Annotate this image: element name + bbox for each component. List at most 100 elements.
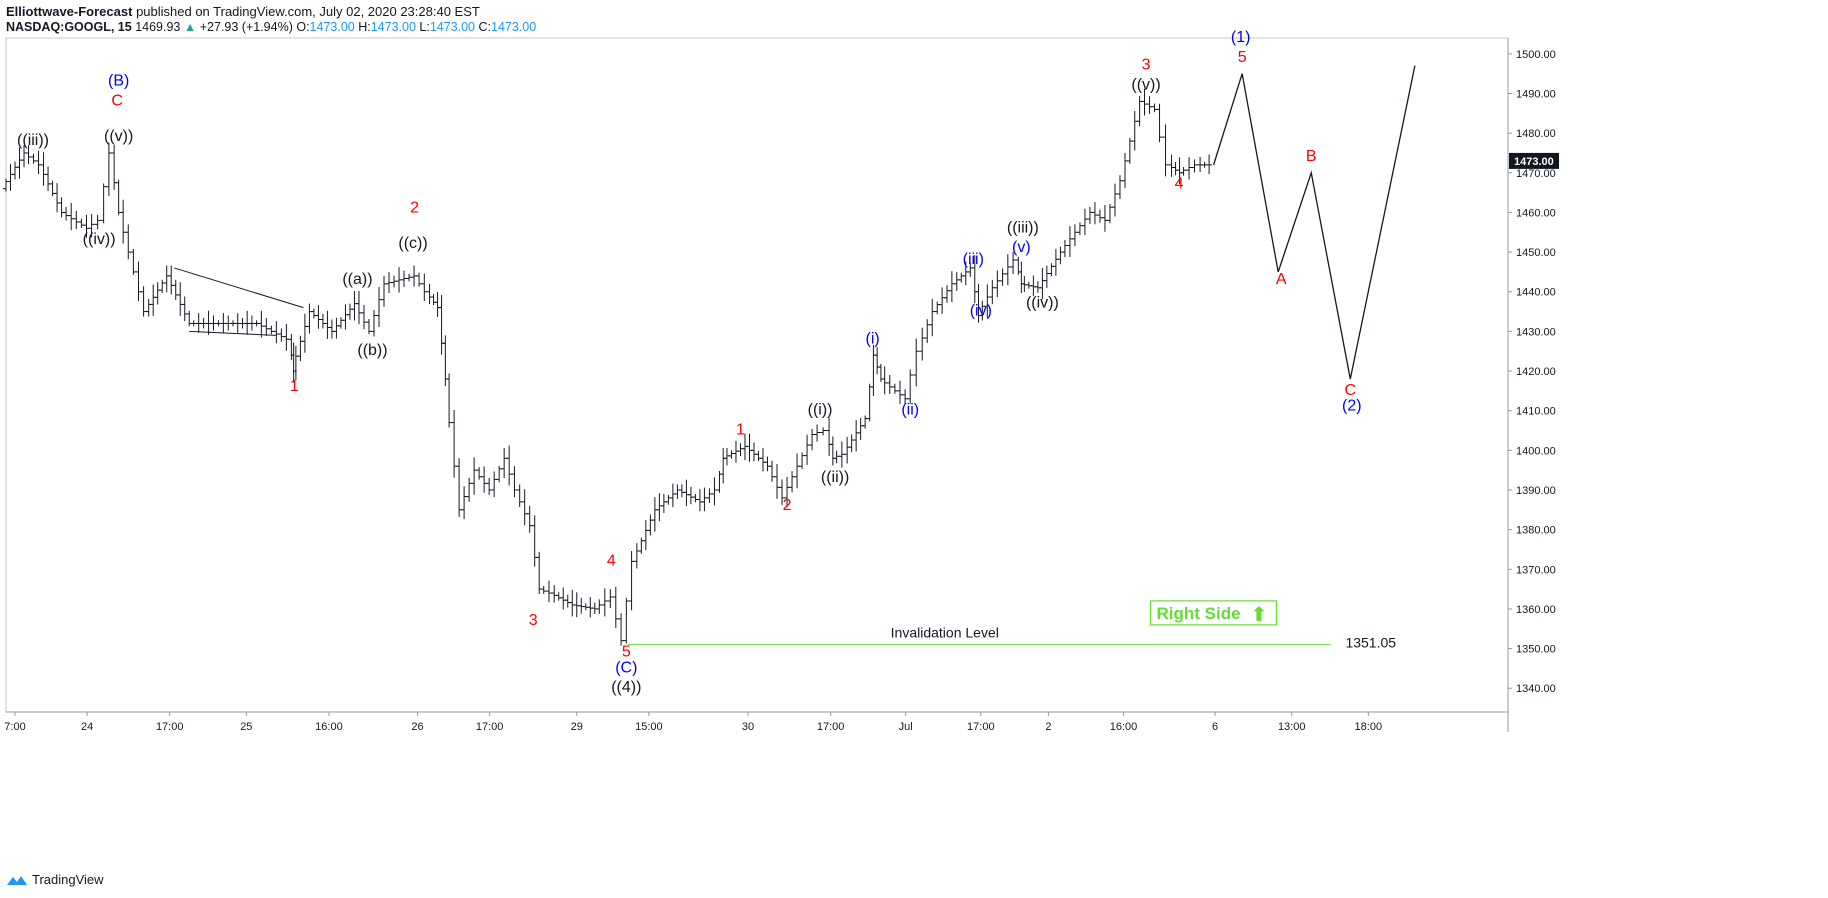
low-label: L: <box>419 20 430 34</box>
low-value: 1473.00 <box>429 20 476 34</box>
wave-label: 2 <box>410 199 419 216</box>
x-tick-label: 25 <box>240 721 252 733</box>
wave-label: ((iv)) <box>1026 295 1059 312</box>
x-tick-label: 17:00 <box>967 721 995 733</box>
invalidation-price-label: 1351.05 <box>1345 634 1396 650</box>
wave-label: 1 <box>736 421 745 438</box>
wave-label: 1 <box>290 378 299 395</box>
close-label: C: <box>478 20 492 34</box>
wave-label: ((v)) <box>1131 77 1160 94</box>
wave-label: ((4)) <box>611 679 641 696</box>
wave-label: 4 <box>1175 176 1184 193</box>
x-tick-label: 18:00 <box>1355 721 1383 733</box>
wave-label: ((i)) <box>808 402 833 419</box>
wave-label: ((iv)) <box>83 231 116 248</box>
y-tick-label: 1400.00 <box>1516 445 1556 457</box>
wave-label: (2) <box>1342 398 1362 415</box>
x-tick-label: 26 <box>411 721 423 733</box>
last-price-tag <box>1509 152 1559 169</box>
wave-label: 3 <box>1142 57 1151 74</box>
wave-label: 3 <box>529 612 538 629</box>
x-tick-label: 29 <box>571 721 583 733</box>
y-tick-label: 1490.00 <box>1516 89 1556 101</box>
high-value: 1473.00 <box>370 20 416 34</box>
change-arrow-icon: ▲ <box>183 20 197 34</box>
plot-frame <box>5 37 1509 713</box>
close-value: 1473.00 <box>491 20 537 34</box>
wave-label: ((iii)) <box>1007 219 1039 236</box>
right-side-box <box>1149 600 1278 626</box>
footer-branding: TradingView <box>6 872 104 887</box>
x-tick-label: 2 <box>1045 721 1051 733</box>
x-tick-label: 17:00 <box>156 721 184 733</box>
wave-label: (B) <box>108 73 129 90</box>
x-tick-label: 17:00 <box>476 721 504 733</box>
triangle-upper-line <box>174 267 304 309</box>
x-tick-label: 13:00 <box>1278 721 1306 733</box>
y-tick-label: 1450.00 <box>1516 247 1556 259</box>
wave-label: 5 <box>622 643 631 660</box>
wave-label: (iii) <box>963 251 984 268</box>
wave-label: (v) <box>1012 239 1031 256</box>
x-tick-label: 16:00 <box>1110 721 1138 733</box>
footer-brand-text[interactable]: TradingView <box>32 872 104 887</box>
wave-label: ((c)) <box>398 235 427 252</box>
y-tick-label: 1430.00 <box>1516 326 1556 338</box>
right-side-label: Right Side <box>1157 604 1241 623</box>
projection-path <box>1212 65 1416 380</box>
y-tick-label: 1480.00 <box>1516 128 1556 140</box>
price-change: +27.93 (+1.94%) <box>199 20 293 34</box>
chart-header-line2: NASDAQ:GOOGL, 15 1469.93 ▲ +27.93 (+1.94… <box>6 20 536 34</box>
wave-label: ((v)) <box>104 128 133 145</box>
triangle-lower-line <box>189 330 277 336</box>
x-tick-label: 16:00 <box>315 721 343 733</box>
wave-label: (1) <box>1231 29 1251 46</box>
x-tick-label: 15:00 <box>635 721 663 733</box>
last-price: 1469.93 <box>135 20 181 34</box>
wave-label: ((ii)) <box>821 469 849 486</box>
wave-label: (i) <box>866 330 880 347</box>
x-tick-label: 6 <box>1212 721 1218 733</box>
wave-label: B <box>1306 148 1317 165</box>
wave-label: (iv) <box>970 303 992 320</box>
tradingview-logo-icon <box>7 875 27 885</box>
x-tick-label: 7:00 <box>4 721 25 733</box>
y-tick-label: 1460.00 <box>1516 207 1556 219</box>
wave-label: ((b)) <box>357 342 387 359</box>
wave-label: 2 <box>783 497 792 514</box>
invalidation-label: Invalidation Level <box>891 624 999 640</box>
wave-label: C <box>111 92 123 109</box>
y-tick-label: 1360.00 <box>1516 604 1556 616</box>
chart-header-line1: Elliottwave-Forecast published on Tradin… <box>6 4 480 19</box>
wave-label: C <box>1345 382 1357 399</box>
y-tick-label: 1420.00 <box>1516 366 1556 378</box>
y-tick-label: 1500.00 <box>1516 49 1556 61</box>
y-tick-label: 1370.00 <box>1516 564 1556 576</box>
y-tick-label: 1470.00 <box>1516 168 1556 180</box>
x-tick-label: Jul <box>899 721 913 733</box>
publisher-name[interactable]: Elliottwave-Forecast <box>6 4 133 19</box>
y-tick-label: 1440.00 <box>1516 287 1556 299</box>
y-tick-label: 1380.00 <box>1516 525 1556 537</box>
y-tick-label: 1340.00 <box>1516 683 1556 695</box>
wave-label: A <box>1276 271 1287 288</box>
y-tick-label: 1410.00 <box>1516 406 1556 418</box>
high-label: H: <box>358 20 371 34</box>
open-value: 1473.00 <box>309 20 355 34</box>
x-tick-label: 24 <box>81 721 93 733</box>
last-price-tag-label: 1473.00 <box>1514 156 1554 168</box>
open-label: O: <box>296 20 310 34</box>
up-arrow-icon: ⬆ <box>1251 602 1268 626</box>
wave-label: ((iii)) <box>17 132 49 149</box>
y-tick-label: 1350.00 <box>1516 644 1556 656</box>
y-tick-label: 1390.00 <box>1516 485 1556 497</box>
symbol-label[interactable]: NASDAQ:GOOGL, 15 <box>6 20 132 34</box>
published-text: published on TradingView.com, July 02, 2… <box>136 4 480 19</box>
wave-label: (ii) <box>901 402 919 419</box>
wave-label: 4 <box>607 552 616 569</box>
wave-label: ((a)) <box>342 271 372 288</box>
wave-label: 5 <box>1238 49 1247 66</box>
wave-label: (C) <box>615 659 637 676</box>
x-tick-label: 30 <box>742 721 754 733</box>
